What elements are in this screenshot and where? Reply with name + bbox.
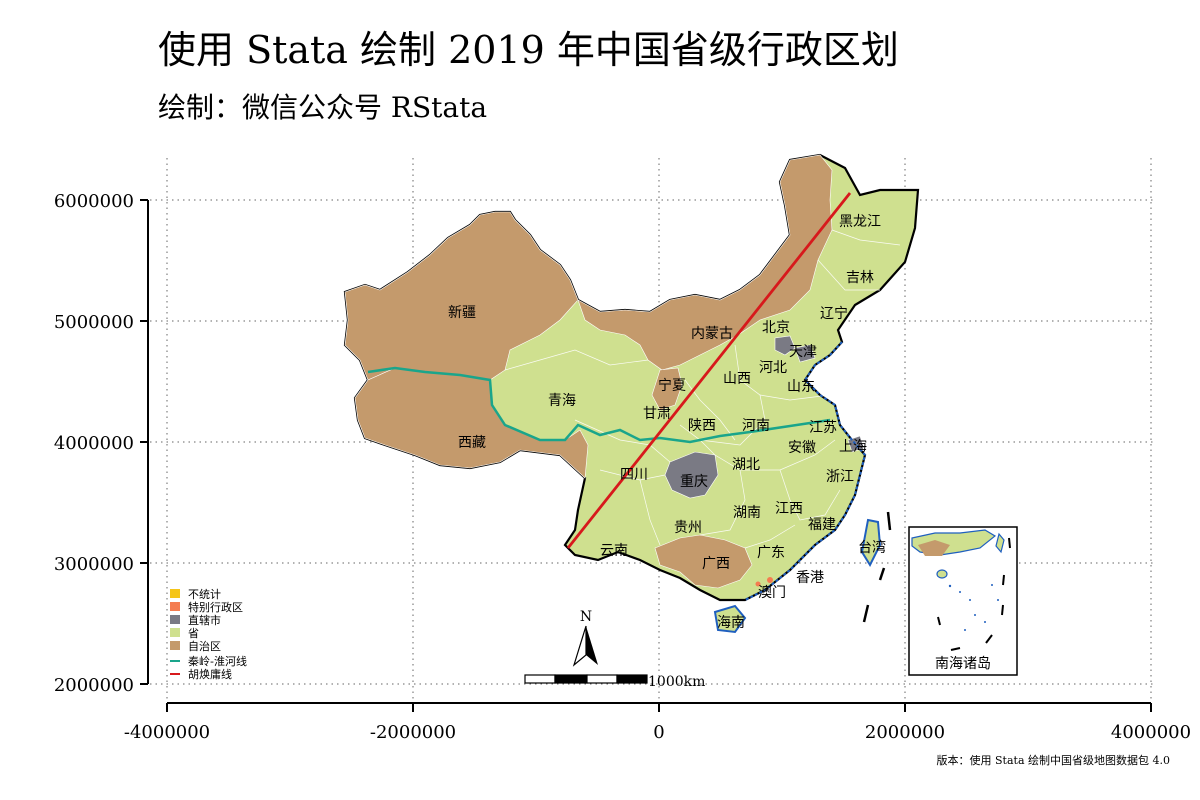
province-label: 安徽 — [788, 440, 816, 456]
south-china-sea-inset: 南海诸岛 — [908, 526, 1018, 676]
north-arrow-label: N — [580, 609, 592, 625]
legend-label: 秦岭-淮河线 — [188, 654, 247, 668]
scale-bar-label: 1000km — [648, 674, 705, 690]
province-label: 广西 — [702, 556, 730, 572]
legend-label: 不统计 — [188, 588, 221, 601]
y-tick-label: 5000000 — [54, 312, 134, 333]
municipality-beijing — [774, 335, 796, 356]
legend-label: 胡焕庸线 — [188, 667, 232, 681]
region-ningxia — [651, 367, 683, 411]
province-label: 台湾 — [858, 539, 886, 556]
nine-dash-line — [862, 511, 892, 623]
province-label: 浙江 — [826, 469, 854, 485]
province-label: 澳门 — [758, 585, 786, 601]
y-tick-label: 3000000 — [54, 554, 134, 575]
coastline-east — [744, 341, 867, 601]
municipality-chongqing — [664, 451, 719, 499]
province-label: 北京 — [762, 320, 790, 336]
island-taiwan — [860, 518, 882, 568]
map-title: 使用 Stata 绘制 2019 年中国省级行政区划 — [158, 28, 899, 72]
province-borders — [504, 229, 901, 549]
x-tick-label: 4000000 — [1111, 722, 1191, 743]
province-label: 香港 — [796, 570, 824, 586]
legend-label: 省 — [188, 627, 199, 640]
x-tick-label: -2000000 — [370, 722, 456, 743]
province-label: 黑龙江 — [839, 214, 881, 230]
axes — [140, 199, 1152, 712]
province-label: 四川 — [620, 467, 648, 483]
province-label: 山东 — [787, 379, 815, 395]
map-subtitle: 绘制：微信公众号 RStata — [158, 91, 488, 124]
province-label: 吉林 — [846, 270, 874, 286]
province-label: 江苏 — [809, 420, 837, 436]
province-label: 宁夏 — [658, 377, 686, 394]
province-label: 辽宁 — [820, 305, 848, 322]
qinling-huaihe-line — [367, 366, 831, 444]
province-label: 山西 — [723, 371, 751, 387]
province-label: 湖南 — [733, 505, 761, 521]
province-label: 内蒙古 — [691, 326, 733, 342]
province-label: 湖北 — [732, 457, 760, 473]
north-arrow: N — [572, 609, 598, 667]
province-label: 重庆 — [680, 474, 708, 490]
province-label: 广东 — [757, 545, 785, 561]
legend-label: 自治区 — [188, 639, 221, 653]
x-tick-label: 0 — [653, 722, 664, 743]
province-label: 天津 — [789, 344, 817, 360]
region-neimenggu — [577, 154, 833, 371]
legend: 不统计 特别行政区 直辖市 省 自治区 秦岭-淮河线 胡焕庸线 — [170, 588, 247, 681]
province-label: 江西 — [775, 501, 803, 517]
province-label: 青海 — [548, 393, 576, 409]
legend-label: 直辖市 — [188, 613, 221, 627]
province-label: 西藏 — [458, 435, 486, 451]
province-label: 新疆 — [448, 305, 476, 321]
province-label: 福建 — [808, 517, 836, 533]
province-label: 河南 — [742, 418, 770, 434]
y-tick-label: 4000000 — [54, 433, 134, 454]
hu-huanyong-line — [566, 192, 852, 549]
province-label: 贵州 — [674, 520, 702, 536]
island-hainan — [713, 604, 747, 634]
province-label: 海南 — [717, 615, 745, 631]
province-label: 上海 — [839, 439, 867, 455]
x-tick-label: 2000000 — [865, 722, 945, 743]
province-label: 河北 — [759, 360, 787, 376]
province-label: 陕西 — [688, 418, 716, 434]
region-hongkong — [767, 577, 773, 583]
x-tick-label: -4000000 — [124, 722, 210, 743]
province-label: 甘肃 — [643, 406, 671, 422]
inset-label: 南海诸岛 — [935, 656, 991, 672]
province-labels: 黑龙江 吉林 辽宁 内蒙古 北京 天津 河北 山西 山东 新疆 宁夏 青海 甘肃… — [448, 214, 886, 631]
y-tick-label: 2000000 — [54, 675, 134, 696]
scale-bar — [524, 674, 648, 684]
province-label: 云南 — [600, 543, 628, 559]
legend-label: 特别行政区 — [188, 600, 243, 614]
municipality-tianjin — [794, 344, 816, 363]
region-macau — [755, 581, 761, 587]
version-note: 版本：使用 Stata 绘制中国省级地图数据包 4.0 — [936, 754, 1170, 767]
y-tick-label: 6000000 — [54, 191, 134, 212]
region-guangxi — [654, 534, 753, 589]
